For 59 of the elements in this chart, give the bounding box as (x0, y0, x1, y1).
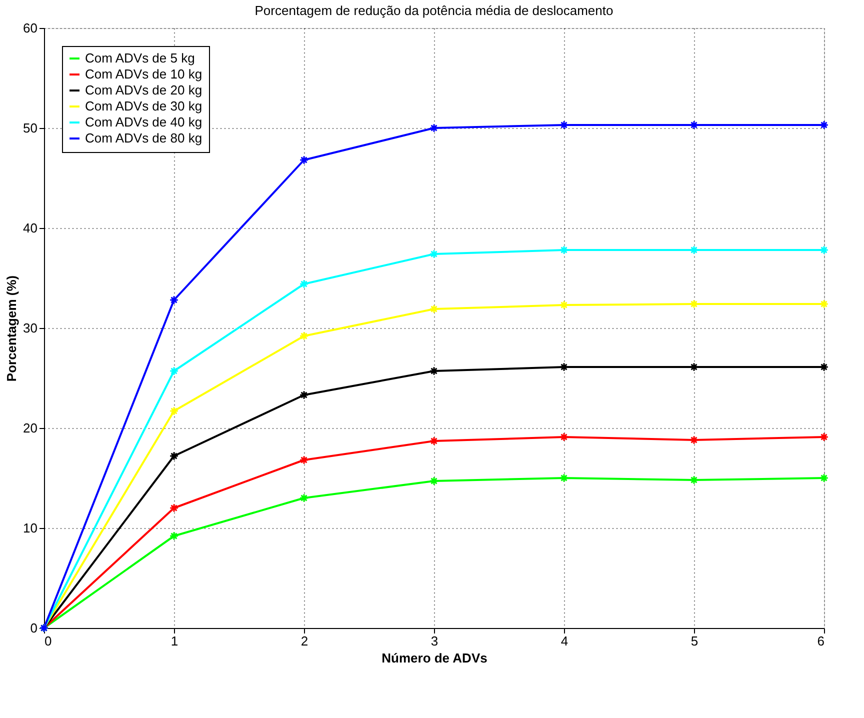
x-tick-label: 2 (300, 634, 308, 648)
y-axis-title: Porcentagem (%) (4, 275, 20, 382)
y-tick-label: 50 (23, 120, 38, 136)
chart-title: Porcentagem de redução da potência média de deslocamento (254, 3, 614, 18)
legend-label: Com ADVs de 80 kg (85, 130, 202, 146)
point (299, 493, 309, 503)
point (819, 299, 829, 309)
x-tick-label: 4 (560, 634, 568, 648)
point (169, 295, 179, 305)
y-tick-label: 10 (23, 520, 38, 536)
point (559, 120, 569, 130)
point (689, 120, 699, 130)
point (169, 503, 179, 513)
point (429, 476, 439, 486)
y-tick-label: 60 (23, 20, 38, 36)
legend-label: Com ADVs de 20 kg (85, 82, 202, 98)
point (169, 406, 179, 416)
point (299, 155, 309, 165)
x-tick-label: 3 (430, 634, 438, 648)
point (689, 245, 699, 255)
point (559, 432, 569, 442)
point (299, 455, 309, 465)
point (559, 300, 569, 310)
point (169, 451, 179, 461)
point (429, 123, 439, 133)
point (429, 436, 439, 446)
legend-label: Com ADVs de 30 kg (85, 98, 202, 114)
point (559, 362, 569, 372)
point (299, 331, 309, 341)
x-axis-title: Número de ADVs (382, 650, 488, 666)
point (819, 245, 829, 255)
point (819, 432, 829, 442)
point (819, 120, 829, 130)
y-tick-label: 30 (23, 320, 38, 336)
y-tick-label: 0 (30, 620, 38, 636)
point (299, 390, 309, 400)
legend-label: Com ADVs de 5 kg (85, 50, 195, 66)
x-tick-label: 6 (817, 634, 824, 648)
x-tick-label: 1 (170, 634, 178, 648)
point (689, 435, 699, 445)
x-tick-label: 0 (44, 634, 52, 648)
point (559, 245, 569, 255)
point (819, 473, 829, 483)
point (169, 531, 179, 541)
legend-label: Com ADVs de 10 kg (85, 66, 202, 82)
point (819, 362, 829, 372)
point (689, 475, 699, 485)
point (689, 362, 699, 372)
point (429, 366, 439, 376)
y-tick-label: 20 (23, 420, 38, 436)
point (689, 299, 699, 309)
point (299, 279, 309, 289)
point (429, 249, 439, 259)
point (559, 473, 569, 483)
x-tick-label: 5 (690, 634, 698, 648)
point (429, 304, 439, 314)
y-tick-label: 40 (23, 220, 38, 236)
point (169, 366, 179, 376)
legend-label: Com ADVs de 40 kg (85, 114, 202, 130)
